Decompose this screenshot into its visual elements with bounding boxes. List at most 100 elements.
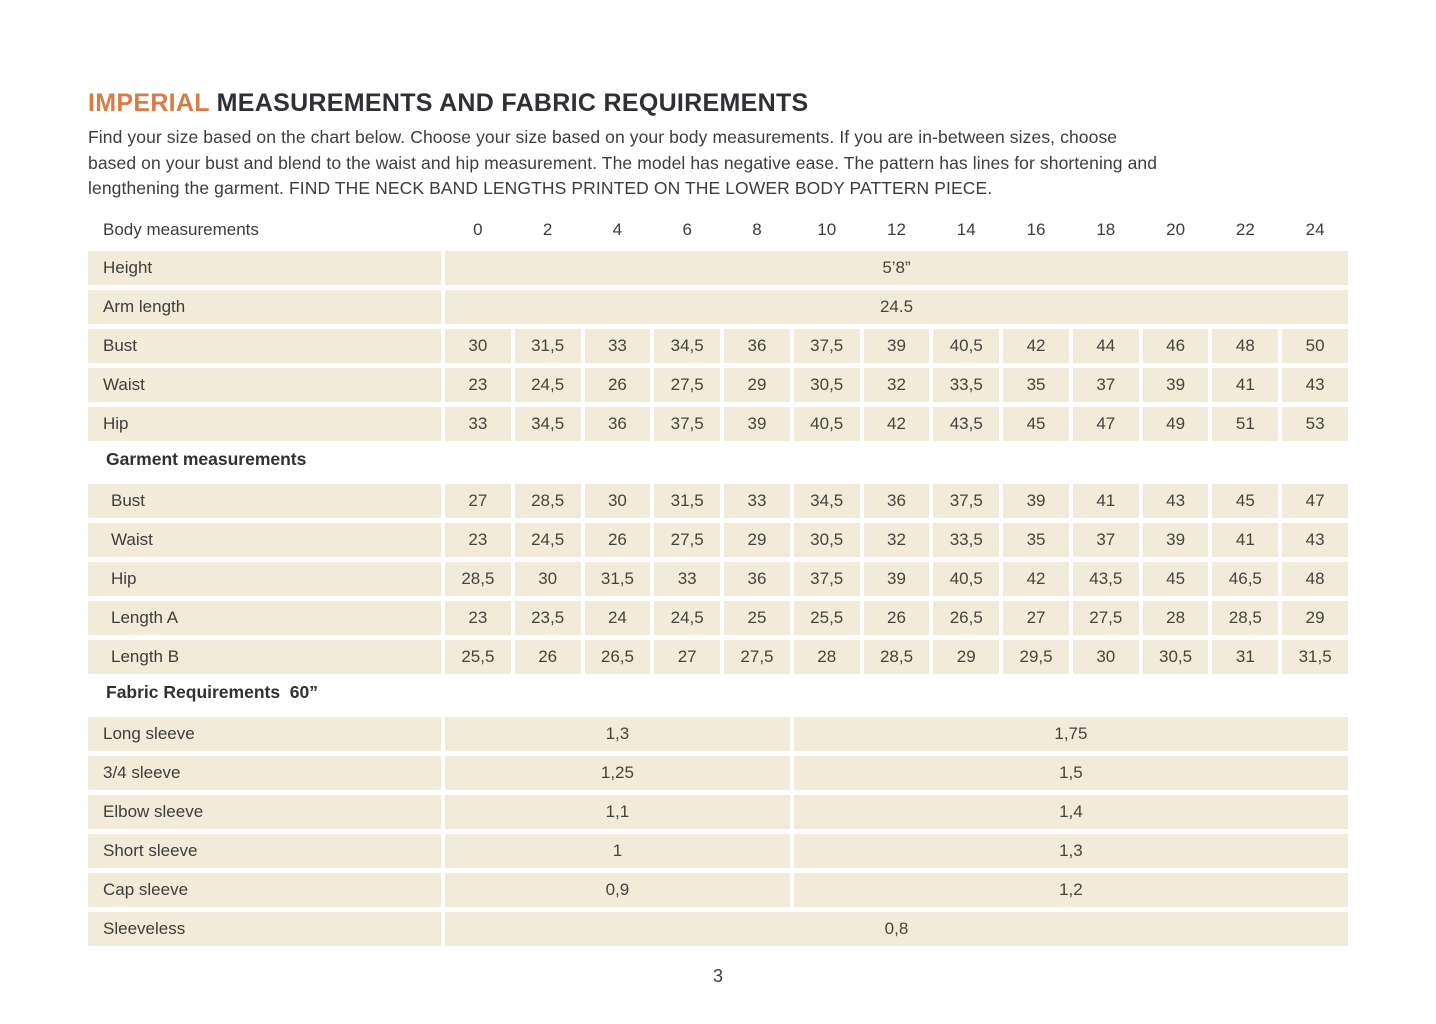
value-cell: 43,5 (1072, 561, 1139, 596)
fabric-requirement-row: Sleeveless 0,8 (88, 911, 1348, 946)
value-cell: 46 (1142, 328, 1209, 363)
value-cell: 43 (1282, 522, 1348, 557)
value-cell: 48 (1282, 561, 1348, 596)
value-cell: 44 (1072, 328, 1139, 363)
value-cell: 29,5 (1003, 639, 1069, 674)
body-measurements-rows: Height 5’8” Arm length 24.5 Bust 30 31,5 33 34,5… (88, 250, 1348, 441)
value-cell: 28 (1142, 600, 1209, 635)
row-label: Long sleeve (88, 716, 441, 751)
value-cell: 28,5 (1212, 600, 1279, 635)
value-cell: 28,5 (863, 639, 930, 674)
merged-value-cell: 1,3 (793, 833, 1348, 868)
value-cell: 41 (1072, 483, 1139, 518)
value-cell: 53 (1282, 406, 1348, 441)
value-cell: 30 (1072, 639, 1139, 674)
value-cell: 33,5 (933, 367, 1000, 402)
row-label: Sleeveless (88, 911, 441, 946)
value-cell: 26,5 (584, 639, 651, 674)
value-cell: 48 (1212, 328, 1279, 363)
value-cell: 47 (1072, 406, 1139, 441)
value-cell: 37,5 (793, 561, 860, 596)
size-column-header: 6 (682, 219, 692, 239)
value-cell: 35 (1003, 367, 1069, 402)
value-cell: 40,5 (793, 406, 860, 441)
row-label: Bust (88, 328, 441, 363)
value-cell: 37,5 (933, 483, 1000, 518)
page-title: IMPERIAL MEASUREMENTS AND FABRIC REQUIRE… (88, 88, 1348, 118)
value-cell: 23 (445, 522, 511, 557)
row-label: Bust (88, 483, 441, 518)
value-cell: 33,5 (933, 522, 1000, 557)
value-cell: 24,5 (514, 367, 581, 402)
row-label: Length B (88, 639, 441, 674)
merged-value-cell: 0,9 (445, 872, 790, 907)
value-cell: 25 (724, 600, 790, 635)
merged-value-cell: 1,1 (445, 794, 790, 829)
value-cell: 31,5 (514, 328, 581, 363)
garment-measurements-rows: Bust 27 28,5 30 31,5 33 34,5 36 37,5 39 41 43 45 47 Wa… (88, 483, 1348, 674)
value-cell: 26 (584, 367, 651, 402)
intro-line-3: lengthening the garment. FIND THE NECK B… (88, 178, 993, 198)
value-cell: 34,5 (793, 483, 860, 518)
merged-value-cell: 1,4 (793, 794, 1348, 829)
merged-value-cell: 5’8” (445, 250, 1348, 285)
garment-measurement-row: Bust 27 28,5 30 31,5 33 34,5 36 37,5 39 41 43 45 47 (88, 483, 1348, 518)
value-cell: 31,5 (1282, 639, 1348, 674)
intro-text: Find your size based on the chart below.… (88, 125, 1348, 202)
value-cell: 39 (1142, 367, 1209, 402)
merged-value-cell: 1,25 (445, 755, 790, 790)
value-cell: 39 (724, 406, 790, 441)
value-cell: 31,5 (654, 483, 721, 518)
value-cell: 27,5 (654, 522, 721, 557)
fabric-requirements-heading: Fabric Requirements 60” (106, 681, 319, 702)
value-cell: 33 (584, 328, 651, 363)
value-cell: 28,5 (445, 561, 511, 596)
value-cell: 46,5 (1212, 561, 1279, 596)
value-cell: 27 (654, 639, 721, 674)
value-cell: 27,5 (1072, 600, 1139, 635)
body-measurement-row: Height 5’8” (88, 250, 1348, 285)
value-cell: 25,5 (445, 639, 511, 674)
row-label: Waist (88, 367, 441, 402)
value-cell: 36 (863, 483, 930, 518)
fabric-requirement-row: Long sleeve 1,3 1,75 (88, 716, 1348, 751)
value-cell: 35 (1003, 522, 1069, 557)
value-cell: 27,5 (724, 639, 790, 674)
size-column-header: 2 (542, 219, 553, 239)
value-cell: 43 (1142, 483, 1209, 518)
value-cell: 23,5 (514, 600, 581, 635)
row-label: Cap sleeve (88, 872, 441, 907)
row-label: 3/4 sleeve (88, 755, 441, 790)
value-cell: 32 (863, 522, 930, 557)
value-cell: 23 (445, 600, 511, 635)
value-cell: 24,5 (514, 522, 581, 557)
value-cell: 31 (1212, 639, 1279, 674)
value-cell: 37,5 (793, 328, 860, 363)
size-chart-table: Body measurements 0 2 4 6 8 10 12 14 16 18 20 22 24 … (88, 215, 1348, 946)
size-column-header: 24 (1305, 219, 1325, 239)
fabric-requirement-row: 3/4 sleeve 1,25 1,5 (88, 755, 1348, 790)
size-column-header: 4 (612, 219, 623, 239)
size-column-header: 0 (473, 219, 483, 239)
value-cell: 37,5 (654, 406, 721, 441)
value-cell: 42 (863, 406, 930, 441)
value-cell: 31,5 (584, 561, 651, 596)
value-cell: 26 (584, 522, 651, 557)
body-measurement-row: Arm length 24.5 (88, 289, 1348, 324)
value-cell: 37 (1072, 522, 1139, 557)
size-column-header: 12 (887, 219, 906, 239)
value-cell: 45 (1142, 561, 1209, 596)
size-column-header: 8 (752, 219, 762, 239)
value-cell: 45 (1212, 483, 1279, 518)
merged-value-cell: 24.5 (445, 289, 1348, 324)
value-cell: 37 (1072, 367, 1139, 402)
size-column-header: 16 (1026, 219, 1046, 239)
value-cell: 30,5 (793, 367, 860, 402)
value-cell: 33 (654, 561, 721, 596)
garment-measurement-row: Length B 25,5 26 26,5 27 27,5 28 28,5 29 29,5 30 30… (88, 639, 1348, 674)
garment-measurement-row: Hip 28,5 30 31,5 33 36 37,5 39 40,5 42 43,5 45 46,5 4… (88, 561, 1348, 596)
value-cell: 26 (514, 639, 581, 674)
value-cell: 43 (1282, 367, 1348, 402)
fabric-requirements-rows: Long sleeve 1,3 1,75 3/4 sleeve 1,25 1,5 Elbow… (88, 716, 1348, 946)
value-cell: 36 (584, 406, 651, 441)
